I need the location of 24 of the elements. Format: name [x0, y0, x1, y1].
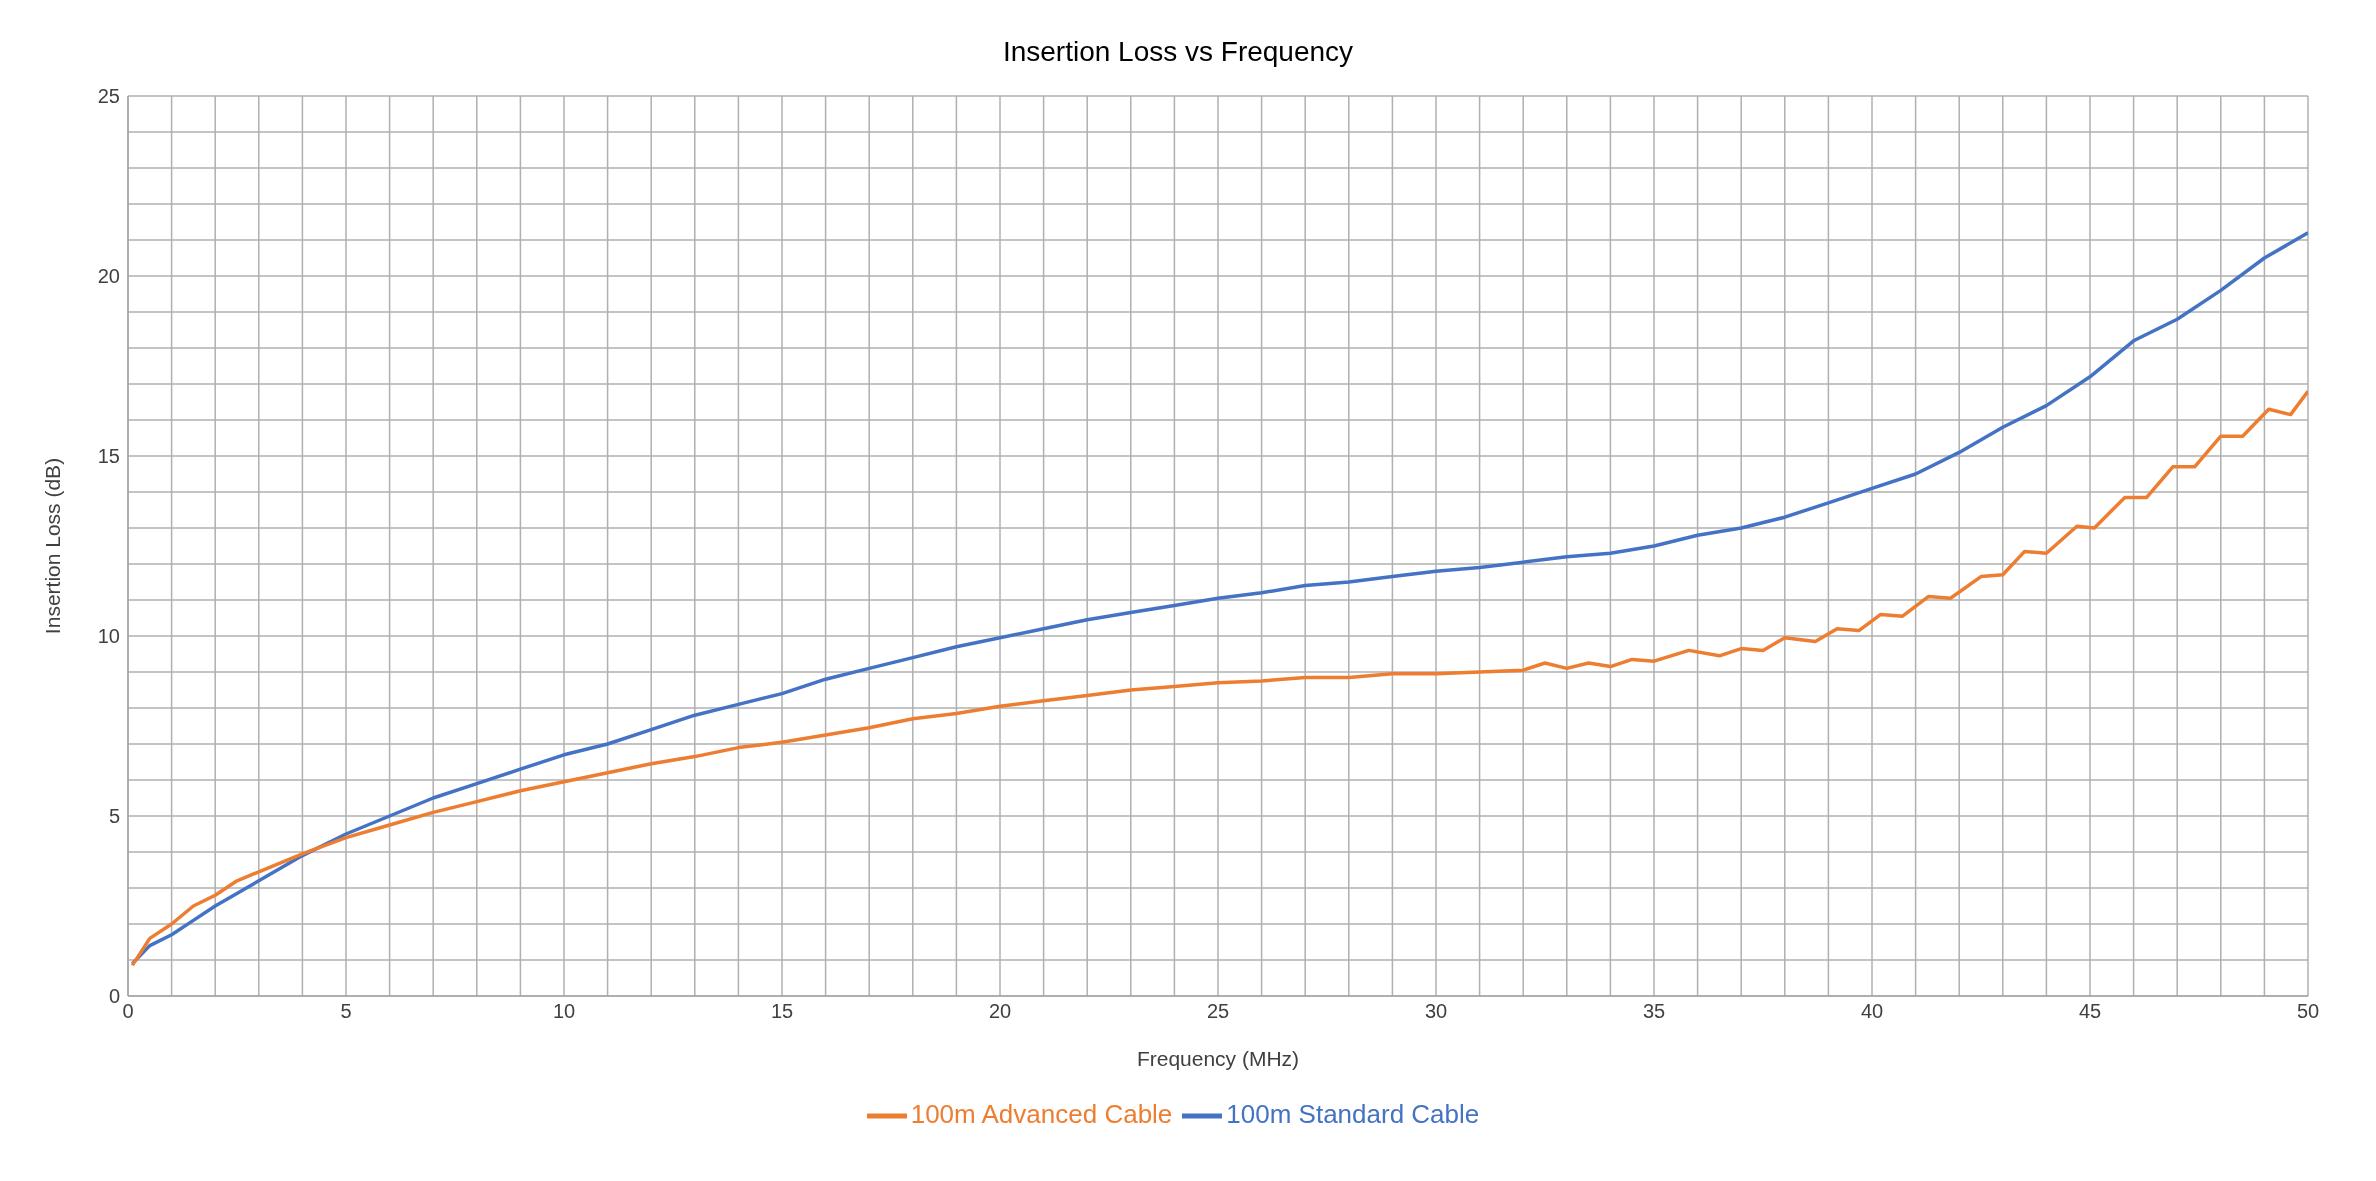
line-series: [130, 389, 2308, 968]
y-tick-label: 20: [97, 265, 120, 288]
legend-label: 100m Advanced Cable: [910, 1098, 1173, 1129]
y-tick-label: 10: [97, 625, 120, 648]
x-tick-label: 45: [2078, 1000, 2102, 1023]
y-tick-label: 15: [97, 445, 120, 468]
y-tick-label: 5: [108, 805, 120, 828]
x-tick-label: 5: [340, 1000, 352, 1023]
chart-title: Insertion Loss vs Frequency: [1001, 35, 1355, 69]
x-tick-label: 30: [1424, 1000, 1448, 1023]
legend-label: 100m Standard Cable: [1226, 1098, 1480, 1129]
x-tick-label: 20: [988, 1000, 1012, 1023]
x-tick-label: 50: [2296, 1000, 2320, 1023]
x-tick-label: 35: [1642, 1000, 1666, 1023]
line-series: [130, 231, 2308, 966]
y-tick-label: 25: [97, 85, 120, 108]
x-tick-label: 0: [122, 1000, 134, 1023]
x-tick-label: 25: [1206, 1000, 1230, 1023]
x-axis-title: Frequency (MHz): [1136, 1047, 1300, 1070]
x-tick-label: 40: [1860, 1000, 1884, 1023]
x-tick-label: 10: [552, 1000, 576, 1023]
y-tick-label: 0: [108, 985, 120, 1008]
x-tick-label: 15: [770, 1000, 794, 1023]
y-axis-title: Insertion Loss (dB): [41, 457, 65, 635]
